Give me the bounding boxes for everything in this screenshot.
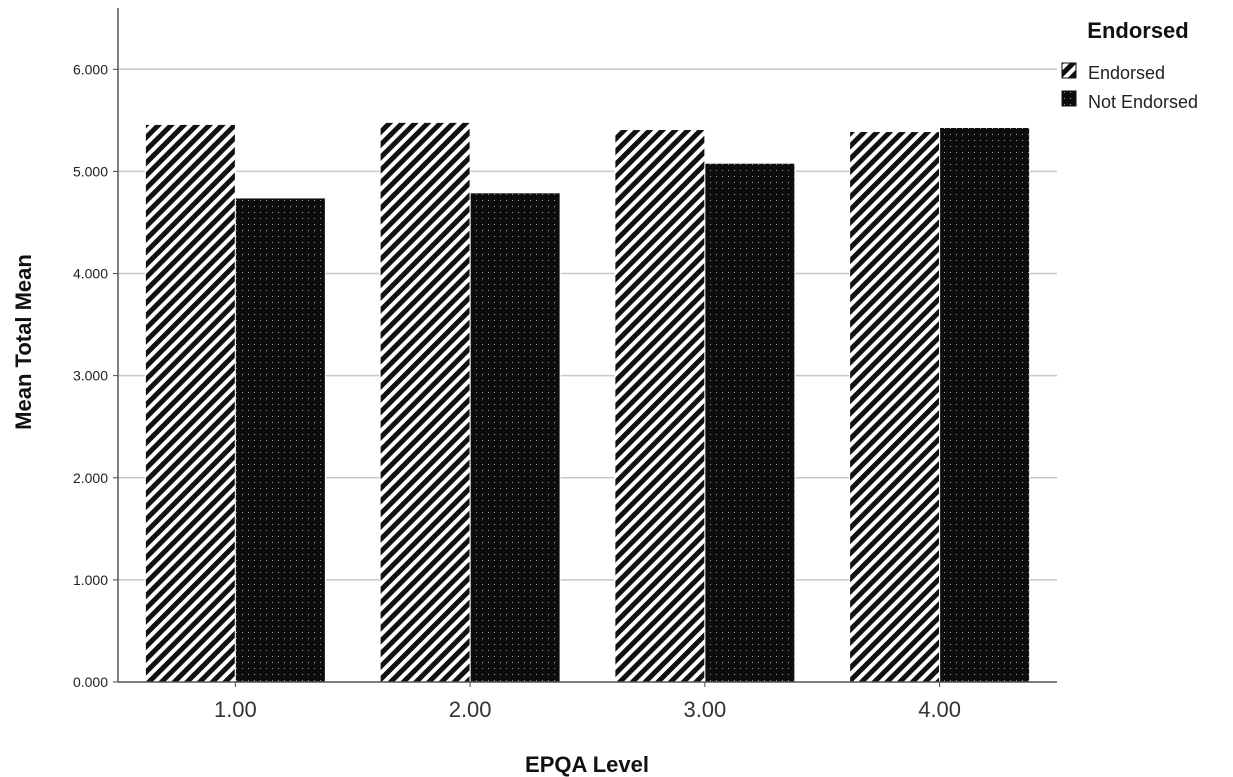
legend-title: Endorsed xyxy=(1087,18,1188,43)
bar-endorsed xyxy=(849,131,941,683)
bar-not-endorsed xyxy=(939,126,1031,683)
y-tick-label: 4.000 xyxy=(73,266,108,282)
bar-endorsed xyxy=(379,121,471,683)
x-tick-label: 1.00 xyxy=(214,697,257,722)
bar-not-endorsed xyxy=(234,197,326,683)
y-tick-label: 0.000 xyxy=(73,674,108,690)
y-tick-label: 3.000 xyxy=(73,368,108,384)
x-tick-label: 2.00 xyxy=(449,697,492,722)
bar-endorsed xyxy=(614,129,706,683)
y-axis-title: Mean Total Mean xyxy=(11,254,36,430)
y-tick-label: 6.000 xyxy=(73,61,108,77)
y-tick-label: 5.000 xyxy=(73,163,108,179)
bar-not-endorsed xyxy=(469,192,561,683)
x-tick-label: 4.00 xyxy=(918,697,961,722)
legend-swatch-not-endorsed xyxy=(1061,90,1077,107)
x-axis-title: EPQA Level xyxy=(525,752,649,777)
legend-swatch-endorsed xyxy=(1061,62,1077,79)
bar-endorsed xyxy=(144,123,236,683)
bars xyxy=(144,121,1031,683)
y-tick-label: 1.000 xyxy=(73,572,108,588)
axis-labels: 0.000 1.000 2.000 3.000 4.000 5.000 6.000 1.00 2… xyxy=(73,61,961,722)
x-tick-label: 3.00 xyxy=(683,697,726,722)
axes xyxy=(113,8,1057,687)
y-tick-label: 2.000 xyxy=(73,470,108,486)
legend: Endorsed Endorsed Not Endorsed xyxy=(1061,18,1198,112)
legend-label-endorsed: Endorsed xyxy=(1088,63,1165,83)
legend-label-not-endorsed: Not Endorsed xyxy=(1088,92,1198,112)
bar-not-endorsed xyxy=(704,162,796,683)
